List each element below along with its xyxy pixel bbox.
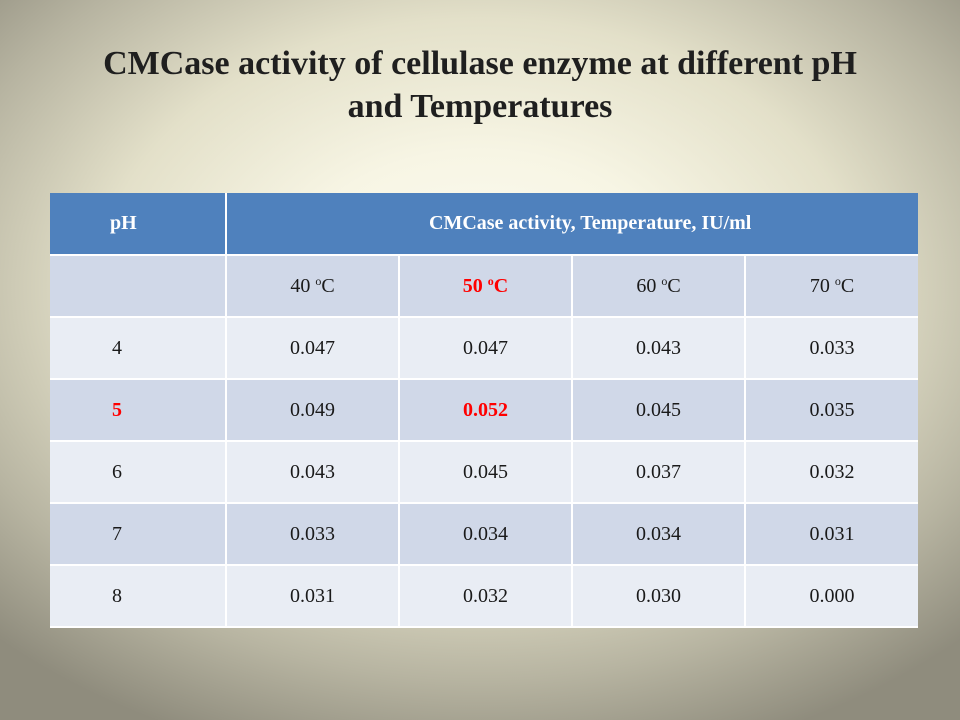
activity-cell: 0.047 <box>226 317 400 380</box>
activity-cell: 0.034 <box>572 503 746 566</box>
activity-cell: 0.045 <box>572 379 746 442</box>
temperature-value: 40 <box>290 274 316 297</box>
temperature-value: 50 <box>462 274 488 297</box>
activity-cell: 0.043 <box>572 317 746 380</box>
ph-cell: 7 <box>50 503 227 566</box>
activity-cell: 0.035 <box>745 379 918 442</box>
temperature-value: 60 <box>636 274 662 297</box>
slide-title: CMCase activity of cellulase enzyme at d… <box>30 42 930 128</box>
activity-cell: 0.043 <box>226 441 400 504</box>
activity-cell: 0.045 <box>399 441 573 504</box>
activity-cell: 0.030 <box>572 565 746 628</box>
ph-cell-highlighted: 5 <box>50 379 227 442</box>
degree-mark: o <box>834 273 841 288</box>
activity-cell: 0.047 <box>399 317 573 380</box>
table-row-ph-6: 6 0.043 0.045 0.037 0.032 <box>50 441 918 504</box>
table-row-ph-8: 8 0.031 0.032 0.030 0.000 <box>50 565 918 628</box>
temperature-unit: C <box>493 274 509 297</box>
ph-cell: 6 <box>50 441 227 504</box>
activity-cell: 0.031 <box>226 565 400 628</box>
degree-mark: o <box>487 273 494 288</box>
degree-mark: o <box>315 273 322 288</box>
temperature-header-50: 50 oC <box>399 255 573 318</box>
activity-cell: 0.000 <box>745 565 918 628</box>
activity-column-header: CMCase activity, Temperature, IU/ml <box>226 193 918 256</box>
table-row-ph-4: 4 0.047 0.047 0.043 0.033 <box>50 317 918 380</box>
temperature-header-60: 60 oC <box>572 255 746 318</box>
activity-cell: 0.032 <box>745 441 918 504</box>
activity-cell: 0.033 <box>745 317 918 380</box>
temperature-row: 40 oC 50 oC 60 oC 70 oC <box>50 255 918 318</box>
table-header-row: pH CMCase activity, Temperature, IU/ml <box>50 193 918 256</box>
temperature-header-40: 40 oC <box>226 255 400 318</box>
table-row-ph-5: 5 0.049 0.052 0.045 0.035 <box>50 379 918 442</box>
ph-cell: 4 <box>50 317 227 380</box>
activity-cell: 0.033 <box>226 503 400 566</box>
temperature-unit: C <box>667 274 681 297</box>
temperature-unit: C <box>840 274 855 297</box>
activity-cell: 0.034 <box>399 503 573 566</box>
ph-cell: 8 <box>50 565 227 628</box>
temperature-value: 70 <box>809 274 835 297</box>
activity-cell: 0.037 <box>572 441 746 504</box>
ph-column-header: pH <box>50 193 227 256</box>
temperature-header-70: 70 oC <box>745 255 918 318</box>
temperature-unit: C <box>321 274 335 297</box>
activity-cell: 0.032 <box>399 565 573 628</box>
slide-title-line-2: and Temperatures <box>347 88 613 125</box>
table-row-ph-7: 7 0.033 0.034 0.034 0.031 <box>50 503 918 566</box>
degree-mark: o <box>661 273 668 288</box>
cmcase-activity-table: pH CMCase activity, Temperature, IU/ml 4… <box>50 193 918 628</box>
activity-cell: 0.031 <box>745 503 918 566</box>
activity-cell: 0.049 <box>226 379 400 442</box>
slide-title-line-1: CMCase activity of cellulase enzyme at d… <box>103 45 857 82</box>
temperature-row-empty-cell <box>50 255 227 318</box>
activity-cell-highlighted: 0.052 <box>399 379 573 442</box>
